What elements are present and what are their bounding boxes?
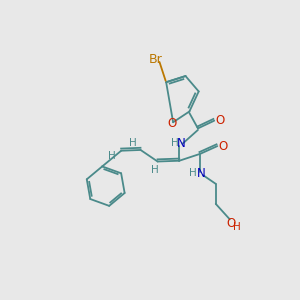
Text: O: O bbox=[226, 218, 236, 230]
Text: H: H bbox=[108, 151, 116, 161]
Text: O: O bbox=[167, 117, 176, 130]
Text: H: H bbox=[151, 165, 158, 175]
Text: N: N bbox=[197, 167, 206, 180]
Text: O: O bbox=[215, 114, 224, 127]
Text: Br: Br bbox=[149, 52, 163, 66]
Text: O: O bbox=[218, 140, 227, 153]
Text: H: H bbox=[129, 138, 137, 148]
Text: H: H bbox=[233, 222, 241, 232]
Text: H: H bbox=[189, 168, 197, 178]
Text: N: N bbox=[177, 137, 186, 150]
Text: H: H bbox=[171, 138, 178, 148]
